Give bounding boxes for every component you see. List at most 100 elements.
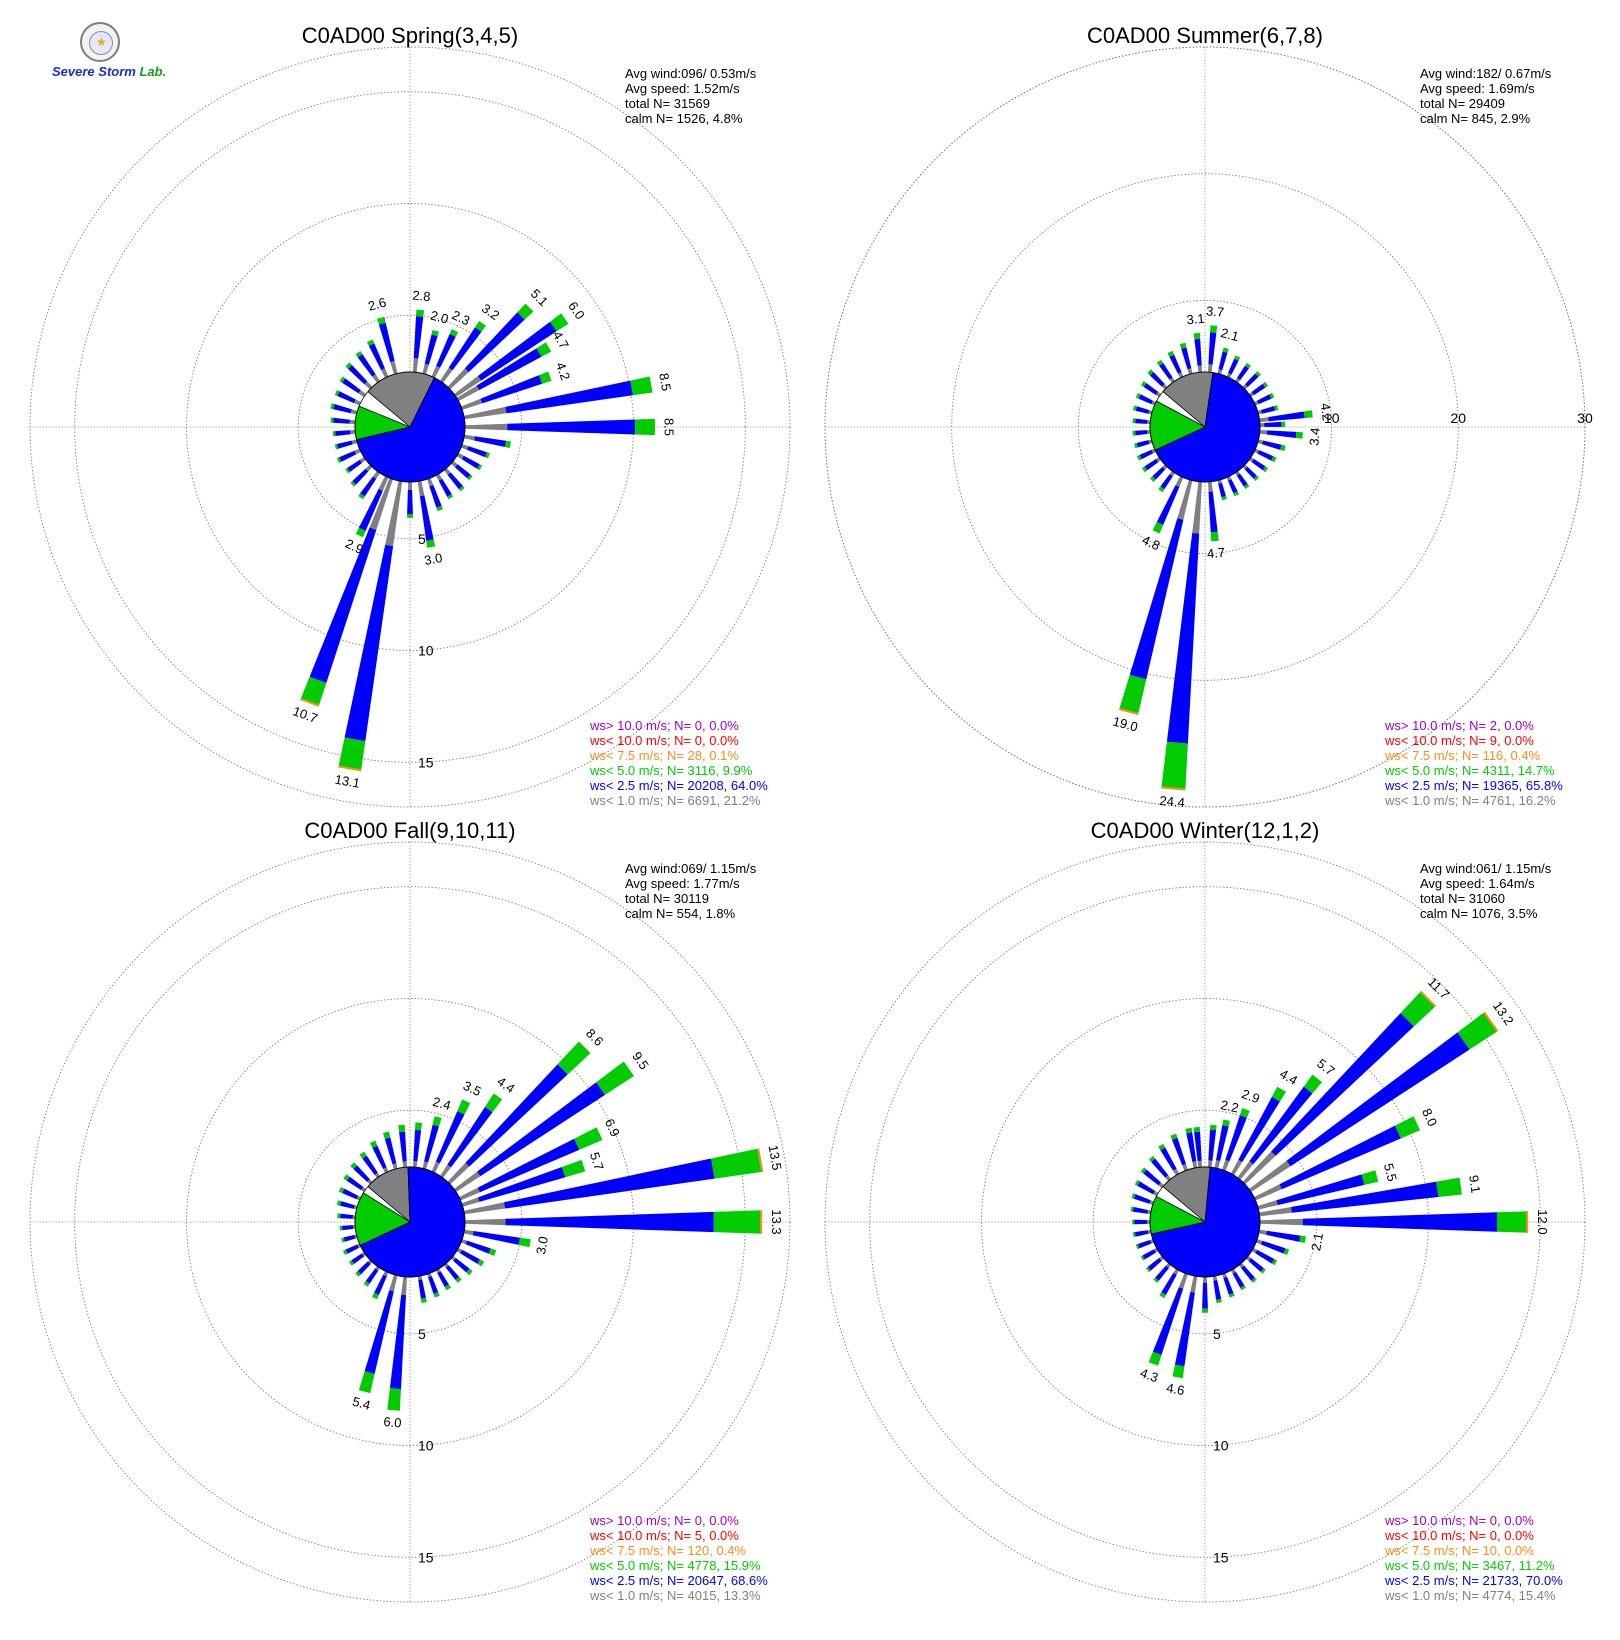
bar-segment	[456, 385, 480, 402]
bar-segment	[1182, 1164, 1188, 1171]
bar-segment	[477, 464, 483, 471]
direction-bar	[1130, 1206, 1152, 1215]
bar-segment	[417, 480, 425, 497]
bar-segment	[461, 444, 469, 450]
bar-segment	[1208, 1160, 1213, 1168]
bar-value-label: 13.1	[334, 772, 362, 791]
bar-segment	[366, 339, 375, 346]
bar-value-label: 2.8	[412, 288, 431, 305]
bar-segment	[435, 1111, 465, 1164]
direction-bar	[336, 448, 361, 463]
bar-segment	[407, 514, 413, 518]
bar-segment	[342, 1225, 354, 1231]
ring-label: 15	[418, 1549, 434, 1565]
bar-segment	[377, 316, 386, 325]
bar-segment	[465, 1240, 491, 1254]
bar-segment	[330, 403, 335, 410]
bar-segment	[353, 1165, 370, 1182]
direction-bar	[1140, 1247, 1159, 1261]
bar-segment	[1251, 383, 1266, 396]
bar-segment	[340, 1213, 353, 1219]
stats-line: Avg wind:069/ 1.15m/s	[625, 861, 757, 876]
bar-segment	[435, 473, 443, 481]
bar-segment	[461, 1197, 480, 1207]
bar-segment	[337, 391, 356, 404]
direction-bar: 4.2	[1259, 402, 1335, 423]
bar-segment	[1266, 1230, 1301, 1242]
legend-entry: ws> 10.0 m/s; N= 0, 0.0%	[589, 718, 739, 733]
bar-segment	[1260, 406, 1276, 414]
bar-segment	[467, 446, 487, 458]
bar-value-label: 2.4	[431, 1094, 452, 1113]
bar-segment	[1178, 1273, 1188, 1289]
legend-entry: ws< 2.5 m/s; N= 20208, 64.0%	[589, 778, 768, 793]
bar-segment	[330, 417, 334, 423]
bar-segment	[337, 1213, 341, 1219]
bar-segment	[456, 452, 464, 460]
bar-value-label: 4.7	[1206, 545, 1225, 562]
bar-segment	[1216, 1299, 1222, 1303]
bar-segment	[381, 368, 389, 378]
direction-bar	[355, 1259, 373, 1277]
bar-segment	[1202, 1308, 1208, 1313]
bar-segment	[1242, 1151, 1276, 1185]
bar-segment	[418, 1279, 426, 1299]
bar-segment	[1170, 1133, 1178, 1140]
direction-bar	[443, 1262, 462, 1283]
bar-segment	[1155, 1265, 1169, 1281]
bar-segment	[517, 303, 534, 320]
pie-outline	[354, 1166, 466, 1278]
ring-label: 30	[1577, 410, 1593, 426]
bar-value-label: 4.4	[494, 1074, 517, 1097]
direction-bar	[1134, 439, 1153, 449]
bar-segment	[363, 1281, 370, 1287]
bar-segment	[1194, 1131, 1202, 1161]
bar-segment	[1156, 485, 1180, 525]
direction-bar: 2.1	[1258, 1229, 1326, 1252]
bar-segment	[1167, 350, 1175, 357]
bar-segment	[385, 480, 403, 547]
bar-segment	[402, 1161, 407, 1168]
bar-value-label: 3.2	[479, 301, 502, 324]
direction-bar: 8.6	[447, 1026, 606, 1185]
bar-segment	[401, 1276, 407, 1296]
direction-bar	[461, 444, 490, 459]
bar-segment	[1255, 1249, 1275, 1264]
bar-segment	[340, 1201, 355, 1209]
bar-segment	[357, 354, 376, 377]
direction-bar: 5.7	[461, 1150, 607, 1207]
bar-segment	[1237, 365, 1249, 381]
direction-bar: 2.0	[422, 307, 450, 375]
bar-segment	[1194, 338, 1202, 366]
direction-bar	[348, 1252, 366, 1266]
bar-segment	[351, 439, 358, 445]
bar-segment	[1210, 1124, 1217, 1131]
bar-segment	[344, 544, 394, 742]
direction-bar	[1249, 457, 1269, 473]
direction-bar	[337, 1213, 356, 1219]
bar-segment	[424, 1124, 439, 1163]
bar-segment	[465, 1218, 506, 1226]
bar-value-label: 3.5	[461, 1078, 484, 1099]
bar-segment	[309, 527, 377, 683]
direction-bar	[1230, 1268, 1246, 1291]
bar-segment	[368, 343, 385, 370]
bar-segment	[557, 1041, 591, 1075]
bar-segment	[1230, 1159, 1243, 1176]
bar-segment	[428, 1276, 439, 1294]
direction-bar	[407, 482, 413, 518]
direction-bar	[1179, 342, 1193, 375]
legend-entry: ws< 10.0 m/s; N= 0, 0.0%	[589, 733, 739, 748]
bar-segment	[1271, 1013, 1414, 1156]
bar-segment	[342, 378, 361, 394]
bar-segment	[476, 348, 542, 391]
direction-bar	[1131, 1193, 1154, 1205]
panel-title: C0AD00 Summer(6,7,8)	[1087, 23, 1323, 48]
direction-bar	[355, 351, 380, 383]
bar-segment	[480, 375, 543, 404]
bar-segment	[485, 1093, 503, 1113]
direction-bar: 4.2	[461, 360, 573, 410]
direction-bar	[1226, 355, 1241, 378]
bar-segment	[1222, 347, 1229, 353]
panel-title: C0AD00 Winter(12,1,2)	[1091, 818, 1320, 843]
